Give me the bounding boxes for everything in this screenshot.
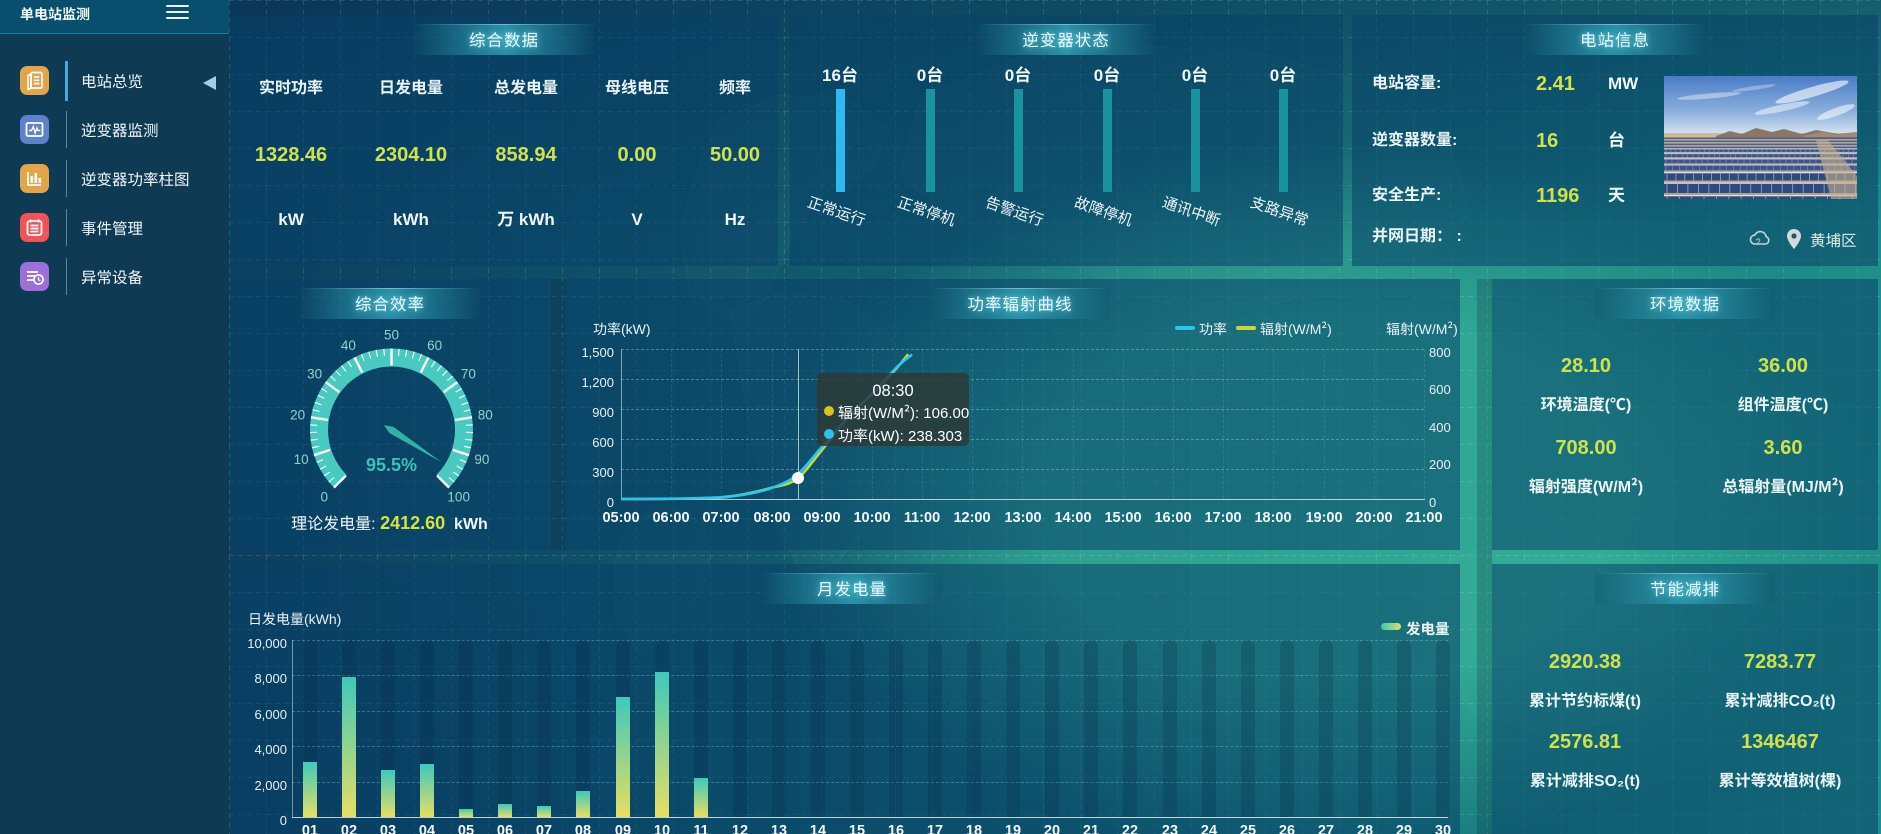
svg-text:40: 40 (341, 334, 356, 354)
svg-text:90: 90 (474, 448, 489, 468)
svg-text:0: 0 (321, 486, 329, 506)
svg-text:20: 20 (290, 404, 305, 424)
svg-text:80: 80 (478, 404, 493, 424)
svg-text:?: ? (1755, 235, 1760, 248)
svg-text:100: 100 (447, 486, 470, 506)
svg-text:30: 30 (307, 363, 322, 383)
svg-text:黄埔区: 黄埔区 (1810, 229, 1857, 251)
svg-text:60: 60 (427, 334, 442, 354)
svg-text:10: 10 (294, 448, 309, 468)
svg-text:50: 50 (384, 324, 399, 344)
svg-text:70: 70 (461, 363, 476, 383)
